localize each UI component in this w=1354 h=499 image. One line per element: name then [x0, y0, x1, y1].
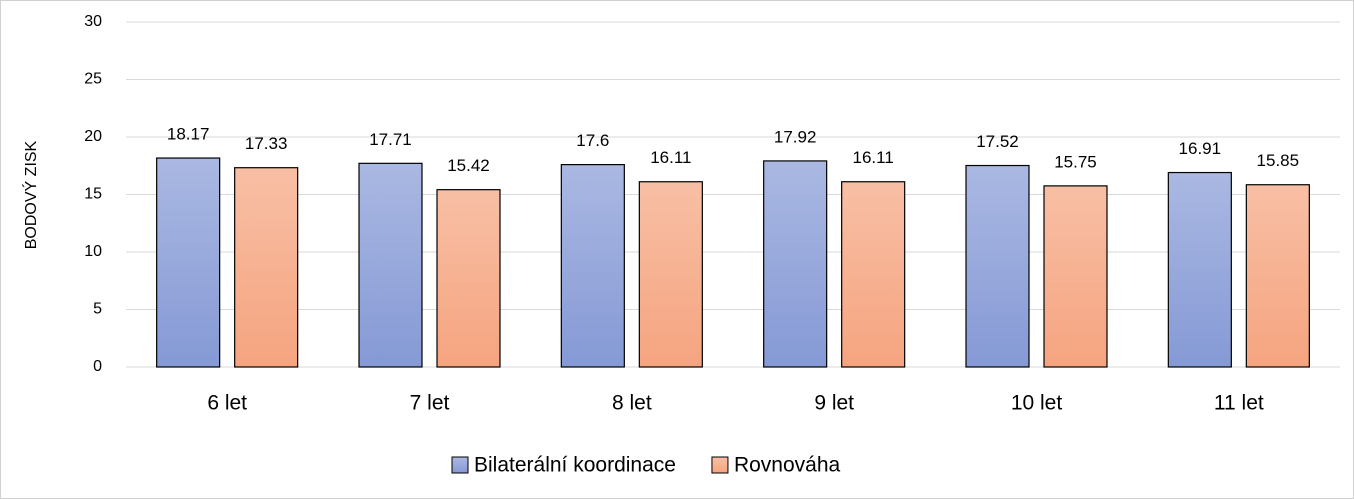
- bar: [358, 162, 423, 368]
- value-label: 16.91: [1179, 139, 1222, 158]
- value-label: 16.11: [853, 148, 894, 167]
- x-tick-label: 10 let: [1011, 392, 1063, 415]
- x-tick-label: 6 let: [207, 392, 247, 415]
- value-label: 15.42: [447, 156, 490, 175]
- bar: [234, 167, 299, 368]
- bar: [436, 189, 501, 368]
- value-label: 17.71: [369, 130, 412, 149]
- legend-swatch: [711, 456, 729, 474]
- value-label: 17.33: [245, 134, 288, 153]
- bar: [638, 181, 703, 368]
- x-tick-label: 7 let: [410, 392, 450, 415]
- bar: [1043, 185, 1108, 368]
- value-label: 15.75: [1054, 152, 1097, 171]
- bar: [1245, 184, 1310, 368]
- bar: [560, 164, 625, 368]
- legend-label: Rovnováha: [734, 454, 841, 477]
- y-tick-label: 0: [93, 358, 102, 375]
- y-tick-label: 15: [84, 186, 102, 203]
- value-label: 17.6: [576, 131, 609, 150]
- y-tick-label: 5: [93, 301, 102, 318]
- legend-swatch: [451, 456, 469, 474]
- y-tick-label: 30: [84, 13, 102, 30]
- value-label: 15.85: [1257, 151, 1300, 170]
- x-tick-label: 8 let: [612, 392, 652, 415]
- y-tick-label: 10: [84, 243, 102, 260]
- value-label: 17.92: [774, 127, 817, 146]
- bar: [763, 160, 828, 368]
- bar: [965, 164, 1030, 368]
- bar: [841, 181, 906, 368]
- bar: [156, 157, 221, 368]
- y-tick-label: 20: [84, 128, 102, 145]
- y-tick-label: 25: [84, 71, 102, 88]
- y-axis-title: BODOVÝ ZISK: [21, 140, 40, 249]
- legend-label: Bilaterální koordinace: [474, 454, 676, 477]
- bar: [1167, 171, 1232, 368]
- value-label: 16.11: [650, 148, 691, 167]
- value-label: 18.17: [167, 125, 210, 144]
- x-tick-label: 11 let: [1214, 392, 1264, 415]
- x-tick-label: 9 let: [814, 392, 854, 415]
- value-label: 17.52: [976, 132, 1019, 151]
